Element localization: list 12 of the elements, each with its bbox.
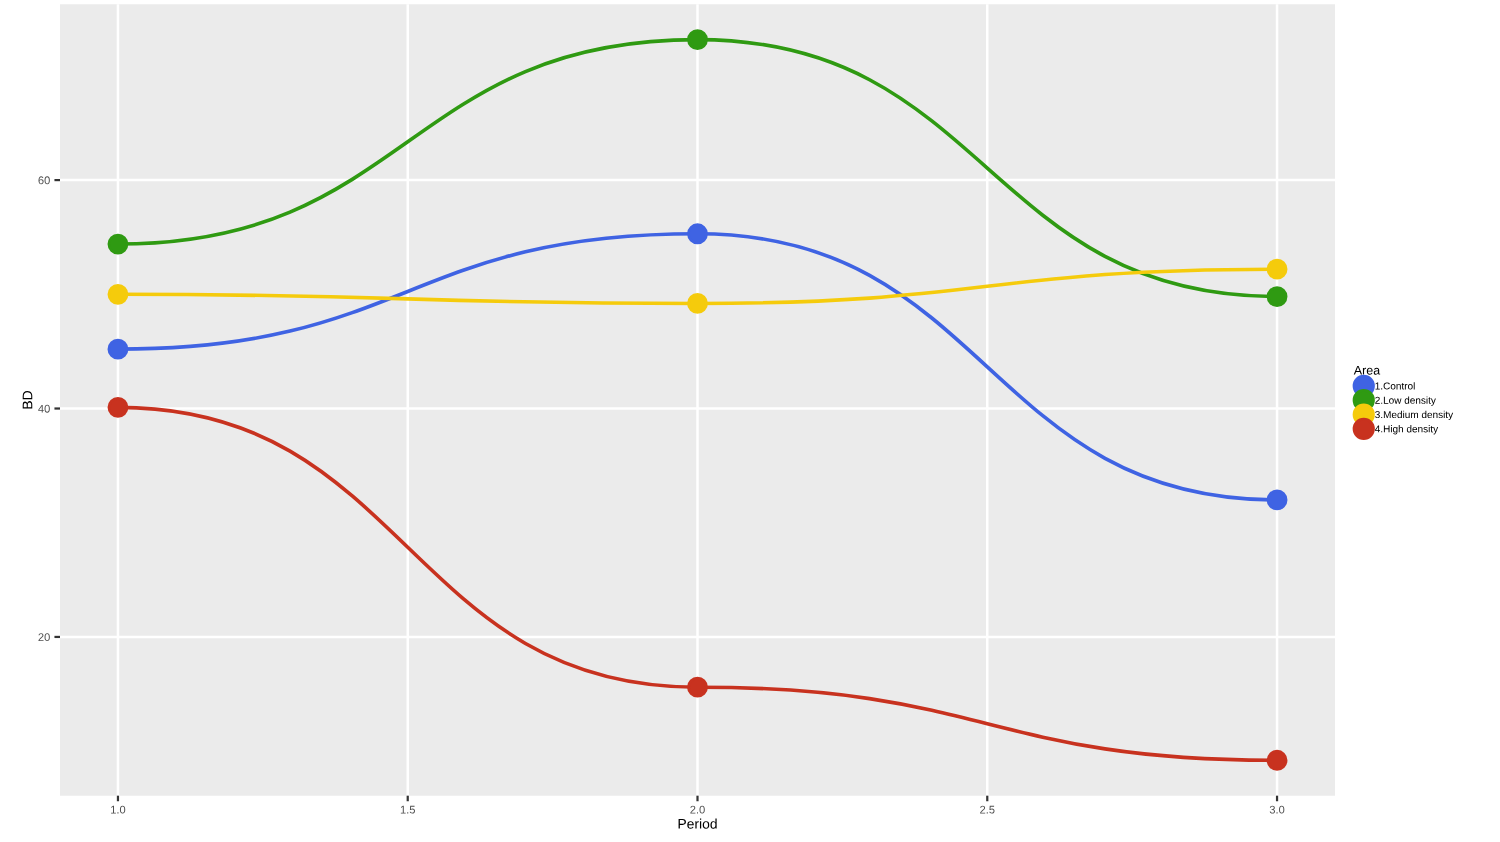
point bbox=[687, 223, 708, 245]
point bbox=[687, 29, 708, 51]
point bbox=[107, 233, 129, 255]
point bbox=[1266, 258, 1288, 280]
point bbox=[1266, 286, 1288, 308]
point bbox=[107, 283, 129, 305]
point bbox=[1266, 489, 1288, 511]
point bbox=[1266, 749, 1288, 771]
point bbox=[107, 396, 129, 418]
point bbox=[107, 338, 129, 360]
point bbox=[687, 676, 708, 698]
point bbox=[687, 293, 708, 314]
